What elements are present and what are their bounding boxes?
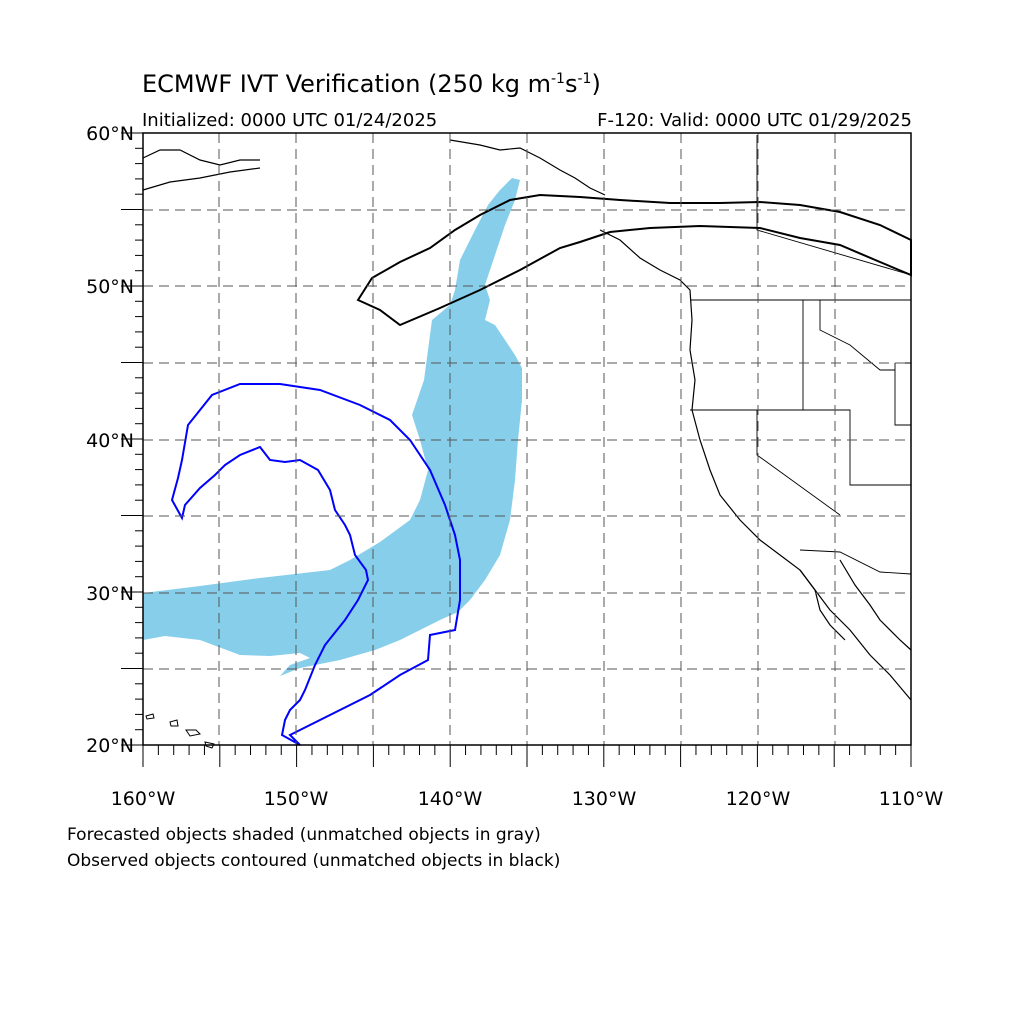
map-title: ECMWF IVT Verification (250 kg m-1s-1) bbox=[142, 70, 601, 98]
init-time-label: Initialized: 0000 UTC 01/24/2025 bbox=[142, 110, 438, 131]
lon-label-130w: 130°W bbox=[572, 788, 637, 810]
alaska-coastline bbox=[142, 149, 261, 191]
valid-time-label: F-120: Valid: 0000 UTC 01/29/2025 bbox=[597, 110, 912, 131]
north-america-coastline bbox=[449, 139, 912, 701]
legend-observed-note: Observed objects contoured (unmatched ob… bbox=[67, 851, 561, 871]
lat-label-20: 20°N bbox=[86, 735, 134, 757]
grid-lines bbox=[143, 133, 911, 745]
observed-object-unmatched-contour bbox=[356, 193, 912, 327]
lon-label-140w: 140°W bbox=[418, 788, 483, 810]
lon-label-110w: 110°W bbox=[879, 788, 944, 810]
lon-axis-labels: 160°W 150°W 140°W 130°W 120°W 110°W bbox=[111, 788, 944, 810]
lat-label-50: 50°N bbox=[86, 276, 134, 298]
legend-forecast-note: Forecasted objects shaded (unmatched obj… bbox=[67, 825, 541, 845]
lat-label-60: 60°N bbox=[86, 123, 134, 145]
lat-label-40: 40°N bbox=[86, 430, 134, 452]
observed-object-matched-contour bbox=[170, 383, 461, 746]
lon-label-160w: 160°W bbox=[111, 788, 176, 810]
lat-label-30: 30°N bbox=[86, 583, 134, 605]
hawaii-islands bbox=[145, 713, 215, 749]
lon-label-120w: 120°W bbox=[726, 788, 791, 810]
lat-axis-labels: 20°N 30°N 40°N 50°N 60°N bbox=[86, 123, 134, 757]
forecast-object-shaded bbox=[143, 178, 522, 676]
political-boundaries bbox=[690, 135, 912, 575]
lon-label-150w: 150°W bbox=[264, 788, 329, 810]
axis-ticks bbox=[121, 132, 912, 767]
